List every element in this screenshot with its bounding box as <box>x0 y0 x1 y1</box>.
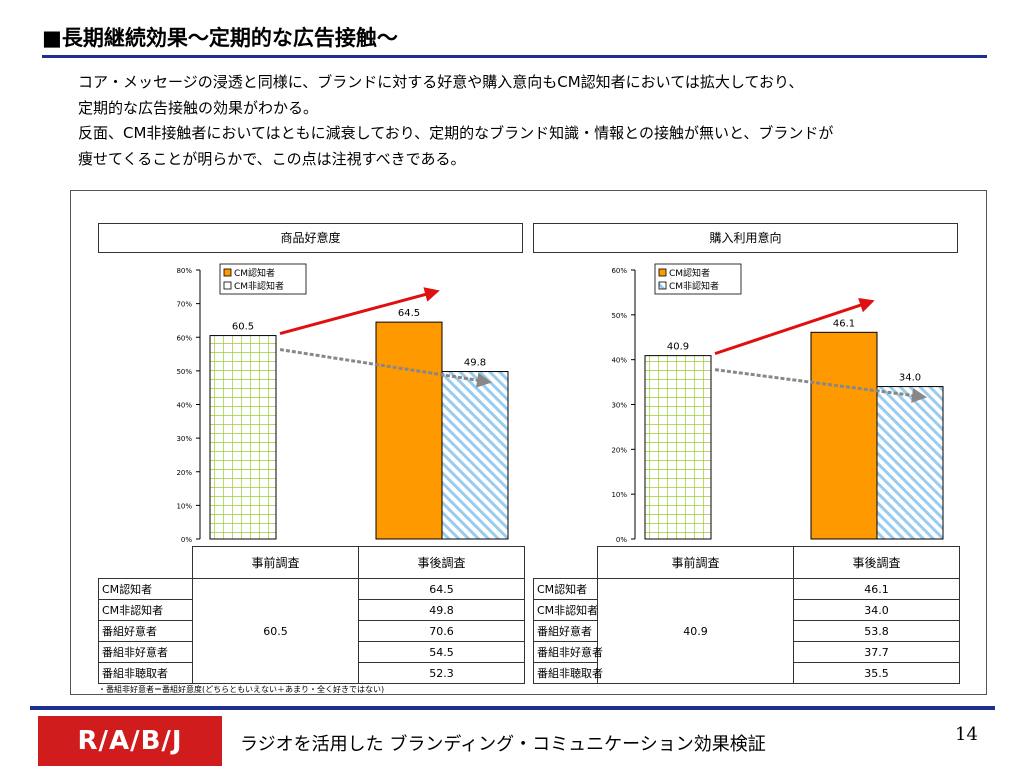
table-row: CM認知者 40.9 46.1 <box>533 578 960 684</box>
purchase-chart: 0% 10% 20% 30% 40% 50% 60% 40.9 46.1 34.0 CM認知者CM非… <box>611 263 944 544</box>
row-label: 番組非聴取者 <box>533 662 603 684</box>
row-label: 番組非好意者 <box>98 641 193 663</box>
bar <box>876 386 944 540</box>
post-value: 37.7 <box>793 641 960 663</box>
chart-title-purchase: 購入利用意向 <box>533 223 958 253</box>
legend-box <box>219 263 307 295</box>
data-label: 46.1 <box>833 318 855 329</box>
legend-label: CM非認知者 <box>669 280 719 292</box>
legend-label: CM認知者 <box>234 267 275 279</box>
pre-value: 40.9 <box>597 578 794 684</box>
y-tick-label: 10% <box>611 491 627 499</box>
bar <box>644 355 712 540</box>
post-value: 64.5 <box>358 578 525 600</box>
col-header-post: 事後調査 <box>793 546 960 579</box>
increase-arrow <box>279 287 440 336</box>
table-row: 番組非聴取者 52.3 <box>98 662 525 684</box>
increase-arrow <box>714 298 875 356</box>
footer-title: ラジオを活用した ブランディング・コミュニケーション効果検証 <box>240 734 766 755</box>
table-corner <box>533 546 598 579</box>
decrease-arrow <box>714 368 927 403</box>
y-tick-label: 10% <box>176 502 192 510</box>
table-row: 番組非好意者 54.5 <box>98 641 525 663</box>
row-label: 番組非好意者 <box>533 641 603 663</box>
y-tick-label: 20% <box>176 469 192 477</box>
post-value: 46.1 <box>793 578 960 600</box>
post-value: 70.6 <box>358 620 525 642</box>
data-label: 64.5 <box>398 308 420 319</box>
legend-label: CM認知者 <box>669 267 710 279</box>
row-label: CM非認知者 <box>533 599 598 621</box>
bar <box>441 371 509 540</box>
row-label: CM認知者 <box>533 578 598 600</box>
table-corner <box>98 546 193 579</box>
intro-line: 定期的な広告接触の効果がわかる。 <box>78 98 319 117</box>
post-value: 34.0 <box>793 599 960 621</box>
intro-line: 反面、CM非接触者においてはともに減衰しており、定期的なブランド知識・情報との接… <box>78 124 834 142</box>
table-row: CM非認知者 49.8 <box>98 599 525 621</box>
y-tick-label: 20% <box>611 446 627 454</box>
bar <box>810 331 878 540</box>
intro-text: コア・メッセージの浸透と同様に、ブランドに対する好意や購入意向もCM認知者におい… <box>78 70 998 172</box>
post-value: 35.5 <box>793 662 960 684</box>
bar <box>209 335 277 540</box>
liking-table: 事前調査 事後調査 CM認知者 60.5 64.5 CM非認知者 49.8 番組… <box>98 546 525 684</box>
table-row: CM認知者 60.5 64.5 <box>98 578 525 684</box>
post-value: 49.8 <box>358 599 525 621</box>
post-value: 52.3 <box>358 662 525 684</box>
y-tick-label: 40% <box>176 402 192 410</box>
legend-swatch-orange <box>658 268 667 277</box>
legend-swatch-outline <box>223 281 232 290</box>
intro-line: コア・メッセージの浸透と同様に、ブランドに対する好意や購入意向もCM認知者におい… <box>78 73 804 91</box>
y-tick-label: 70% <box>176 301 192 309</box>
col-header-pre: 事前調査 <box>192 546 359 579</box>
y-tick-label: 0% <box>616 536 627 544</box>
y-tick-label: 40% <box>611 357 627 365</box>
y-tick-label: 50% <box>611 312 627 320</box>
data-label: 49.8 <box>464 358 486 369</box>
table-row: CM非認知者 34.0 <box>533 599 960 621</box>
footnote: ・番組非好意者＝番組好意度(どちらともいえない＋あまり・全く好きではない) <box>98 685 385 694</box>
decrease-arrow <box>279 348 492 388</box>
col-header-post: 事後調査 <box>358 546 525 579</box>
legend-label: CM非認知者 <box>234 280 284 292</box>
y-tick-label: 0% <box>181 536 192 544</box>
purchase-table: 事前調査 事後調査 CM認知者 40.9 46.1 CM非認知者 34.0 番組… <box>533 546 960 684</box>
table-row: 番組非聴取者 35.5 <box>533 662 960 684</box>
row-label: 番組好意者 <box>98 620 193 642</box>
bar <box>375 321 443 540</box>
y-tick-label: 30% <box>611 402 627 410</box>
rabj-logo: R/A/B/J <box>38 716 222 766</box>
legend-swatch-outline <box>658 281 667 290</box>
chart-title-liking: 商品好意度 <box>98 223 523 253</box>
post-value: 53.8 <box>793 620 960 642</box>
intro-line: 痩せてくることが明らかで、この点は注視すべきである。 <box>78 149 466 168</box>
row-label: 番組好意者 <box>533 620 598 642</box>
page-title: ■長期継続効果～定期的な広告接触～ <box>42 26 398 50</box>
y-tick-label: 30% <box>176 435 192 443</box>
title-divider <box>42 55 987 58</box>
row-label: CM非認知者 <box>98 599 193 621</box>
y-tick-label: 60% <box>176 334 192 342</box>
pre-value: 60.5 <box>192 578 359 684</box>
post-value: 54.5 <box>358 641 525 663</box>
data-label: 34.0 <box>899 373 921 384</box>
legend-swatch-orange <box>223 268 232 277</box>
page-number: 14 <box>955 724 978 745</box>
row-label: CM認知者 <box>98 578 193 600</box>
y-tick-label: 50% <box>176 368 192 376</box>
y-tick-label: 80% <box>176 267 192 275</box>
legend-box <box>654 263 742 295</box>
col-header-pre: 事前調査 <box>597 546 794 579</box>
footer-divider <box>30 706 995 710</box>
row-label: 番組非聴取者 <box>98 662 193 684</box>
data-label: 60.5 <box>232 322 254 333</box>
y-tick-label: 60% <box>611 267 627 275</box>
chart-frame <box>70 190 987 695</box>
liking-chart: 0% 10% 20% 30% 40% 50% 60% 70% 80% 60.5 64.5 49.8 CM… <box>176 263 509 544</box>
data-label: 40.9 <box>667 342 689 353</box>
